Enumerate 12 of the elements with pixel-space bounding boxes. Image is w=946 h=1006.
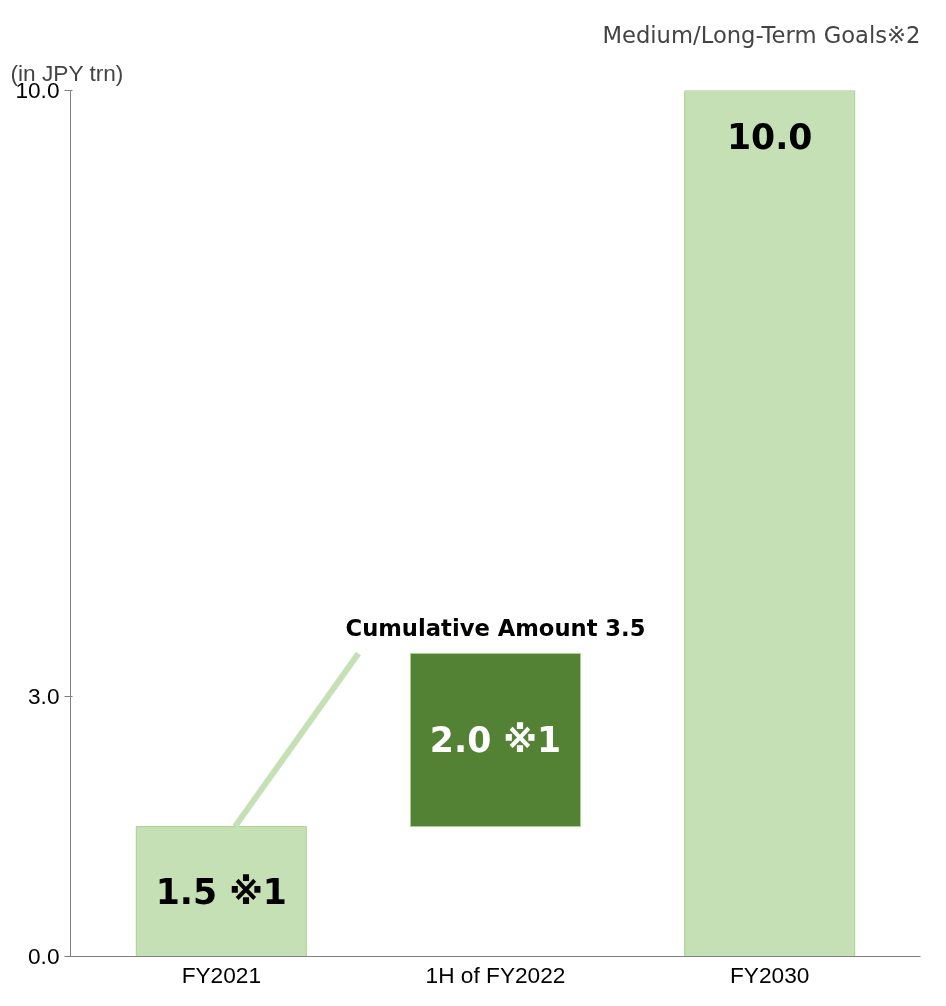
y-tick-label: 0.0: [28, 943, 60, 969]
data-label: 2.0 ※1: [429, 720, 562, 760]
bar: [684, 90, 856, 957]
bar: [410, 652, 581, 828]
text: Medium/Long-Term Goals※2: [602, 21, 921, 48]
annotation: Cumulative Amount 3.5: [345, 615, 646, 642]
x-tick-label: 1H of FY2022: [425, 961, 566, 988]
data-label: 10.0: [726, 116, 813, 157]
x-tick-label: FY2030: [730, 961, 810, 988]
x-tick-label: FY2021: [181, 961, 261, 988]
data-label: 1.5 ※1: [155, 871, 287, 912]
y-tick-label: 3.0: [28, 683, 60, 710]
